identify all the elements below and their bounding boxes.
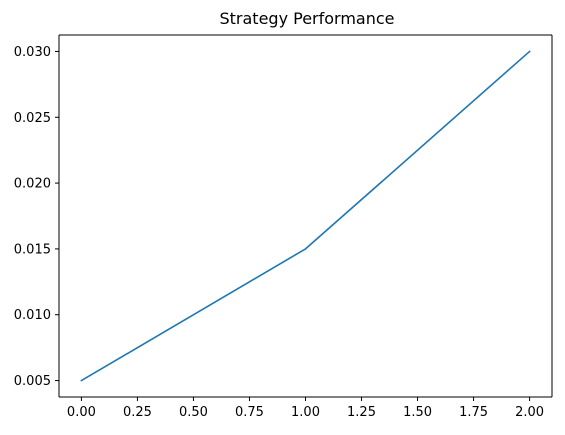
y-tick-label: 0.010 (14, 308, 51, 323)
y-tick-label: 0.005 (14, 374, 51, 389)
y-tick-label: 0.025 (14, 111, 51, 126)
tick-layer: 0.00 0.25 0.50 0.75 1.00 1.25 1.50 1.75 2.00 0.00… (14, 45, 544, 420)
series-line-1 (80, 50, 531, 382)
x-tick-label: 0.50 (179, 405, 208, 420)
x-tick-label: 0.75 (235, 405, 264, 420)
x-tick-label: 0.25 (123, 405, 152, 420)
x-tick-label: 1.50 (403, 405, 432, 420)
y-tick-label: 0.030 (14, 45, 51, 60)
x-tick-label: 1.00 (291, 405, 320, 420)
y-tick-label: 0.020 (14, 177, 51, 192)
x-tick-label: 1.75 (459, 405, 488, 420)
x-tick-label: 0.00 (67, 405, 96, 420)
x-tick-label: 1.25 (347, 405, 376, 420)
y-tick-label: 0.015 (14, 242, 51, 257)
x-tick-label: 2.00 (515, 405, 544, 420)
series-layer (80, 50, 531, 382)
chart-title: Strategy Performance (219, 9, 394, 28)
